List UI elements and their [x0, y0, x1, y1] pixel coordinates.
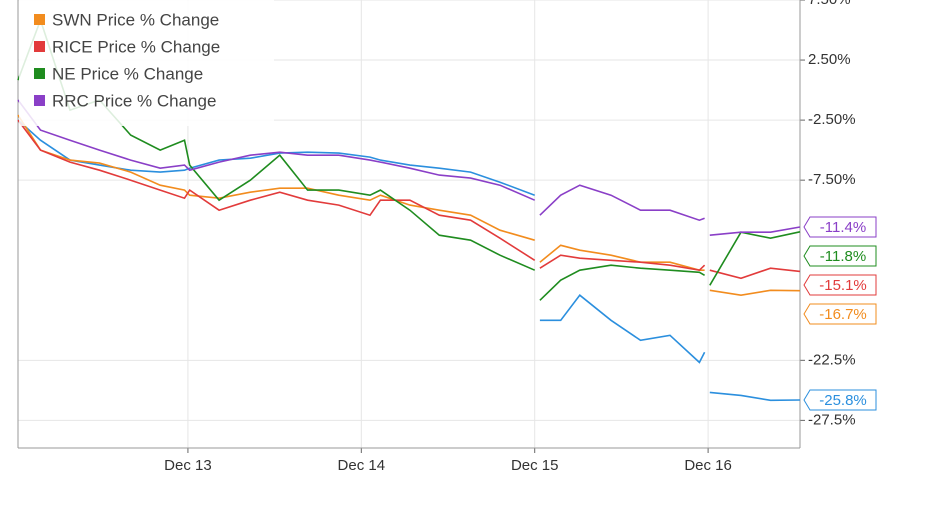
- legend-label: NE Price % Change: [52, 64, 203, 83]
- x-tick-label: Dec 16: [684, 457, 732, 474]
- legend-background: [19, 0, 274, 126]
- x-tick-label: Dec 14: [338, 457, 386, 474]
- value-label: -11.4%: [803, 216, 877, 238]
- legend-label: RICE Price % Change: [52, 37, 220, 56]
- value-label-box: [803, 303, 877, 325]
- series-line: [17, 119, 801, 402]
- value-label-box: [803, 216, 877, 238]
- legend-swatch: [34, 68, 45, 79]
- value-label-text: -11.4%: [820, 219, 866, 236]
- value-label: -25.8%: [803, 389, 877, 411]
- value-label-text: -15.1%: [819, 277, 867, 294]
- y-tick-label: 2.50%: [808, 51, 851, 68]
- y-tick-label: -27.5%: [808, 411, 856, 428]
- value-label-text: -25.8%: [819, 392, 867, 409]
- value-label-box: [803, 389, 877, 411]
- value-label-box: [803, 274, 877, 296]
- legend-swatch: [34, 41, 45, 52]
- legend-swatch: [34, 95, 45, 106]
- value-label: -16.7%: [803, 303, 877, 325]
- legend-label: RRC Price % Change: [52, 91, 216, 110]
- value-label: -15.1%: [803, 274, 877, 296]
- legend: SWN Price % Change RICE Price % Change NE …: [19, 0, 274, 126]
- value-label-box: [803, 245, 877, 267]
- value-label: -11.8%: [803, 245, 877, 267]
- series-line: [17, 114, 801, 297]
- x-tick-label: Dec 15: [511, 457, 559, 474]
- x-tick-label: Dec 13: [164, 457, 212, 474]
- series-line: [17, 99, 801, 236]
- value-label-text: -11.8%: [820, 248, 866, 265]
- value-label-text: -16.7%: [819, 306, 867, 323]
- y-tick-label: -2.50%: [808, 111, 856, 128]
- y-tick-label: -22.5%: [808, 351, 856, 368]
- legend-label: SWN Price % Change: [52, 10, 219, 29]
- legend-swatch: [34, 14, 45, 25]
- y-tick-label: 7.50%: [808, 0, 851, 8]
- y-tick-label: -7.50%: [808, 171, 856, 188]
- series-line: [17, 119, 801, 280]
